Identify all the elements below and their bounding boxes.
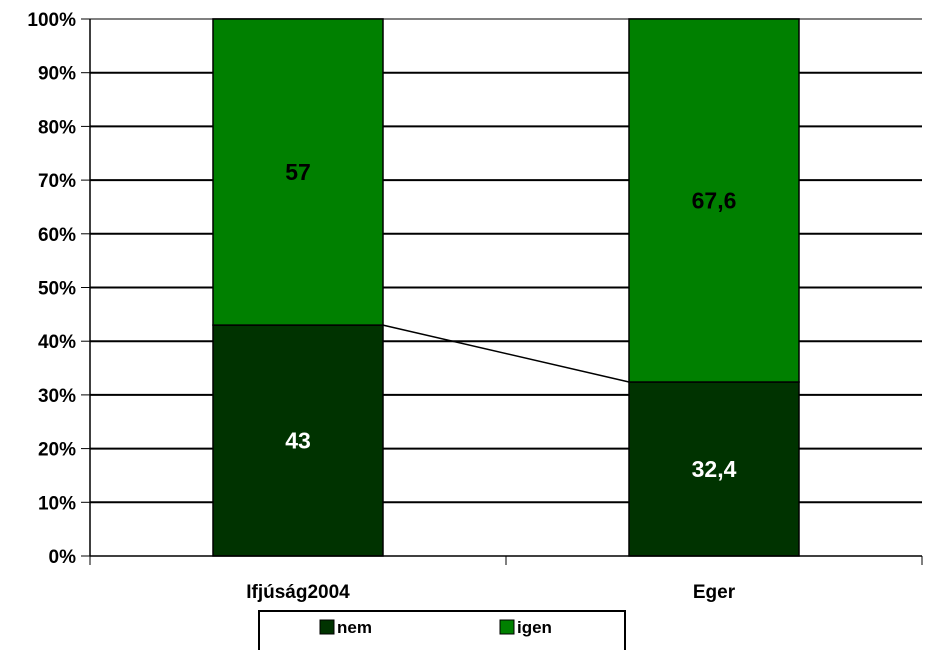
y-tick-label: 80% xyxy=(38,117,76,138)
series-line xyxy=(382,324,630,383)
legend-swatch-nem xyxy=(319,619,335,635)
y-tick-label: 30% xyxy=(38,386,76,407)
data-label-nem: 32,4 xyxy=(692,456,737,482)
y-tick-label: 50% xyxy=(38,279,76,300)
y-tick-label: 70% xyxy=(38,171,76,192)
y-tick-label: 0% xyxy=(49,547,77,568)
data-labels: 43 57 32,4 67,6 xyxy=(285,159,736,482)
y-tick-label: 40% xyxy=(38,332,76,353)
data-label-igen: 57 xyxy=(285,159,311,185)
x-tick-label: Eger xyxy=(693,582,736,603)
x-tick-label: Ifjúság2004 xyxy=(246,582,350,603)
y-tick-label: 100% xyxy=(27,10,76,31)
data-label-igen: 67,6 xyxy=(692,188,737,214)
series-connector-lines xyxy=(382,324,630,383)
legend-swatch-igen xyxy=(499,619,515,635)
axes: 0% 10% 20% 30% 40% 50% 60% 70% 80% 90% 100% Ifjúság… xyxy=(27,10,923,603)
y-tick-label: 20% xyxy=(38,440,76,461)
legend-box xyxy=(258,610,626,650)
legend-label-igen: igen xyxy=(517,618,552,637)
y-tick-label: 10% xyxy=(38,493,76,514)
y-tick-label: 90% xyxy=(38,64,76,85)
bar-igen xyxy=(628,18,800,383)
data-label-nem: 43 xyxy=(285,428,311,454)
bar-igen xyxy=(212,18,384,326)
legend-label-nem: nem xyxy=(337,618,372,637)
y-tick-label: 60% xyxy=(38,225,76,246)
legend: nem igen xyxy=(258,610,626,650)
